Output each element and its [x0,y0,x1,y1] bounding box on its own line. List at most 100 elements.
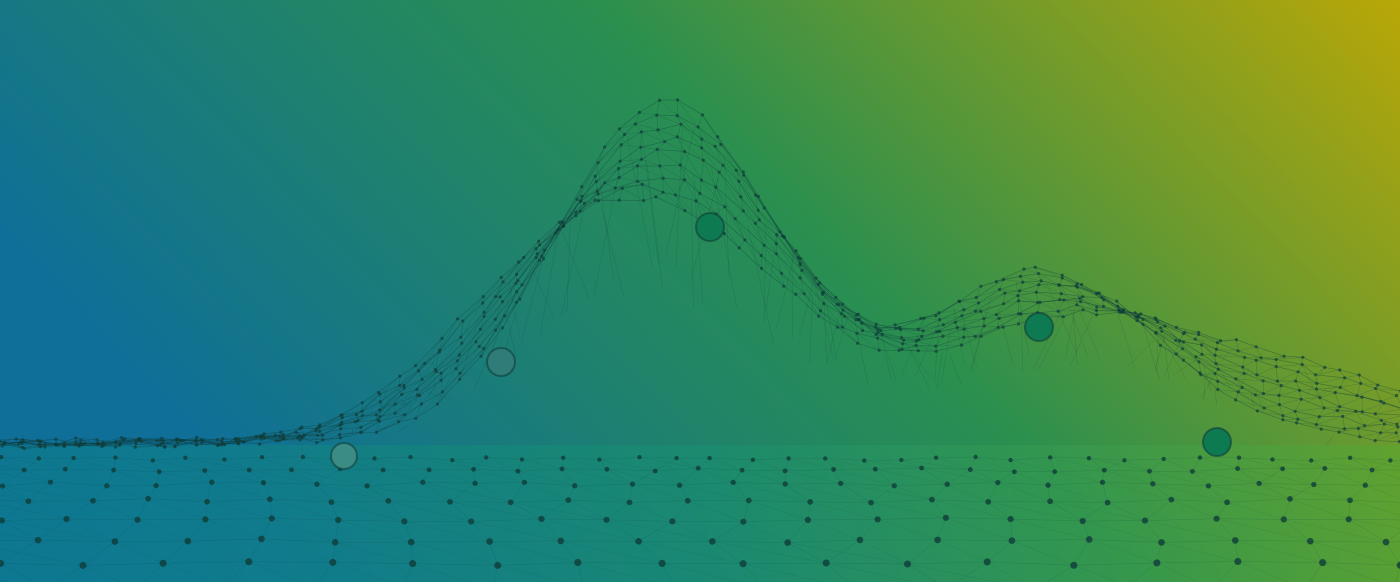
mesh-edge [785,470,841,484]
mesh-edge [835,297,859,320]
mesh-node [1079,517,1086,525]
mesh-node [1294,379,1298,383]
mesh-edge [656,114,678,116]
mesh-node [574,210,578,214]
mesh-node [376,390,380,394]
mesh-node [1197,455,1203,460]
mesh-node [454,367,458,371]
mesh-edge [1017,291,1037,296]
mesh-edge [864,460,922,469]
mesh-node [1319,559,1327,567]
mesh-edge [455,346,480,369]
mesh-edge [1135,316,1157,334]
mesh-node [360,401,364,405]
mesh-edge [1161,542,1238,562]
mesh-edge [697,126,716,147]
mesh-edge [679,164,701,194]
mesh-node [1037,283,1041,287]
floor-grid [0,454,1400,582]
mesh-edge [641,131,665,142]
mesh-edge [622,187,644,201]
mesh-edge [1257,410,1283,421]
mesh-edge [597,187,616,195]
mesh-node [617,166,621,171]
mesh-edge [38,458,66,470]
mesh-node [794,249,798,253]
mesh-node [934,314,938,318]
mesh-node [557,227,561,231]
mesh-edge [1058,284,1078,288]
mesh-edge [1019,284,1039,292]
mesh-edge [544,225,565,251]
mesh-edge [882,334,903,350]
mesh-edge [1296,422,1317,425]
mesh-edge [331,502,339,521]
mesh-edge [1132,562,1158,582]
mesh-edge [826,562,848,582]
mesh-edge [629,484,633,503]
mesh-node [657,98,662,102]
mesh-edge [1322,562,1383,582]
mesh-node [985,499,992,505]
mesh-node [202,516,209,523]
mesh-node [398,374,402,378]
mesh-edge [459,343,463,355]
mesh-edge [804,293,819,317]
mesh-edge [619,147,641,162]
mesh-edge [152,457,186,461]
mesh-edge [822,294,842,314]
mesh-edge [1023,266,1036,270]
mesh-node [1060,276,1064,280]
mesh-edge [1063,299,1077,306]
mesh-edge [1096,306,1122,313]
mesh-edge [907,563,937,582]
mesh-node [296,436,300,440]
mesh-edge [1324,468,1366,486]
mesh-edge [575,203,585,216]
mesh-edge [577,562,655,582]
mesh-node [298,438,302,442]
mesh-node [1058,298,1062,302]
mesh-edge [840,483,895,487]
mesh-edge [1073,565,1117,582]
mesh-edge [702,114,722,145]
mesh-edge [788,458,834,470]
mesh-edge [504,291,517,316]
mesh-edge [455,341,477,369]
mesh-edge [1259,483,1351,501]
mesh-node [922,316,926,320]
mesh-edge [1061,293,1081,302]
mesh-edge [1237,350,1262,359]
mesh-edge [422,481,476,484]
mesh-node [1139,312,1143,316]
mesh-edge [1099,292,1118,307]
mesh-edge [152,460,205,471]
mesh-edge [0,504,67,520]
mesh-edge [1140,313,1156,319]
mesh-node [929,496,935,503]
mesh-edge [499,274,517,297]
mesh-edge [563,201,581,226]
mesh-edge [263,482,317,485]
mesh-edge [319,421,342,432]
mesh-edge [1261,357,1277,360]
mesh-edge [923,330,937,332]
mesh-edge [196,444,219,446]
mesh-node [494,295,498,299]
mesh-edge [1,500,29,521]
mesh-edge [1237,561,1323,563]
mesh-edge [785,483,811,503]
mesh-edge [380,385,400,402]
mesh-edge [735,170,740,182]
mesh-edge [379,387,405,411]
mesh-edge [357,401,381,421]
mesh-edge [207,498,270,502]
mesh-edge [923,317,940,320]
mesh-node [73,443,77,447]
mesh-node [515,468,521,474]
mesh-edge [744,239,762,269]
mesh-edge [489,541,578,563]
mesh-edge [483,277,502,297]
mesh-node [876,336,880,340]
mesh-node [195,443,199,447]
